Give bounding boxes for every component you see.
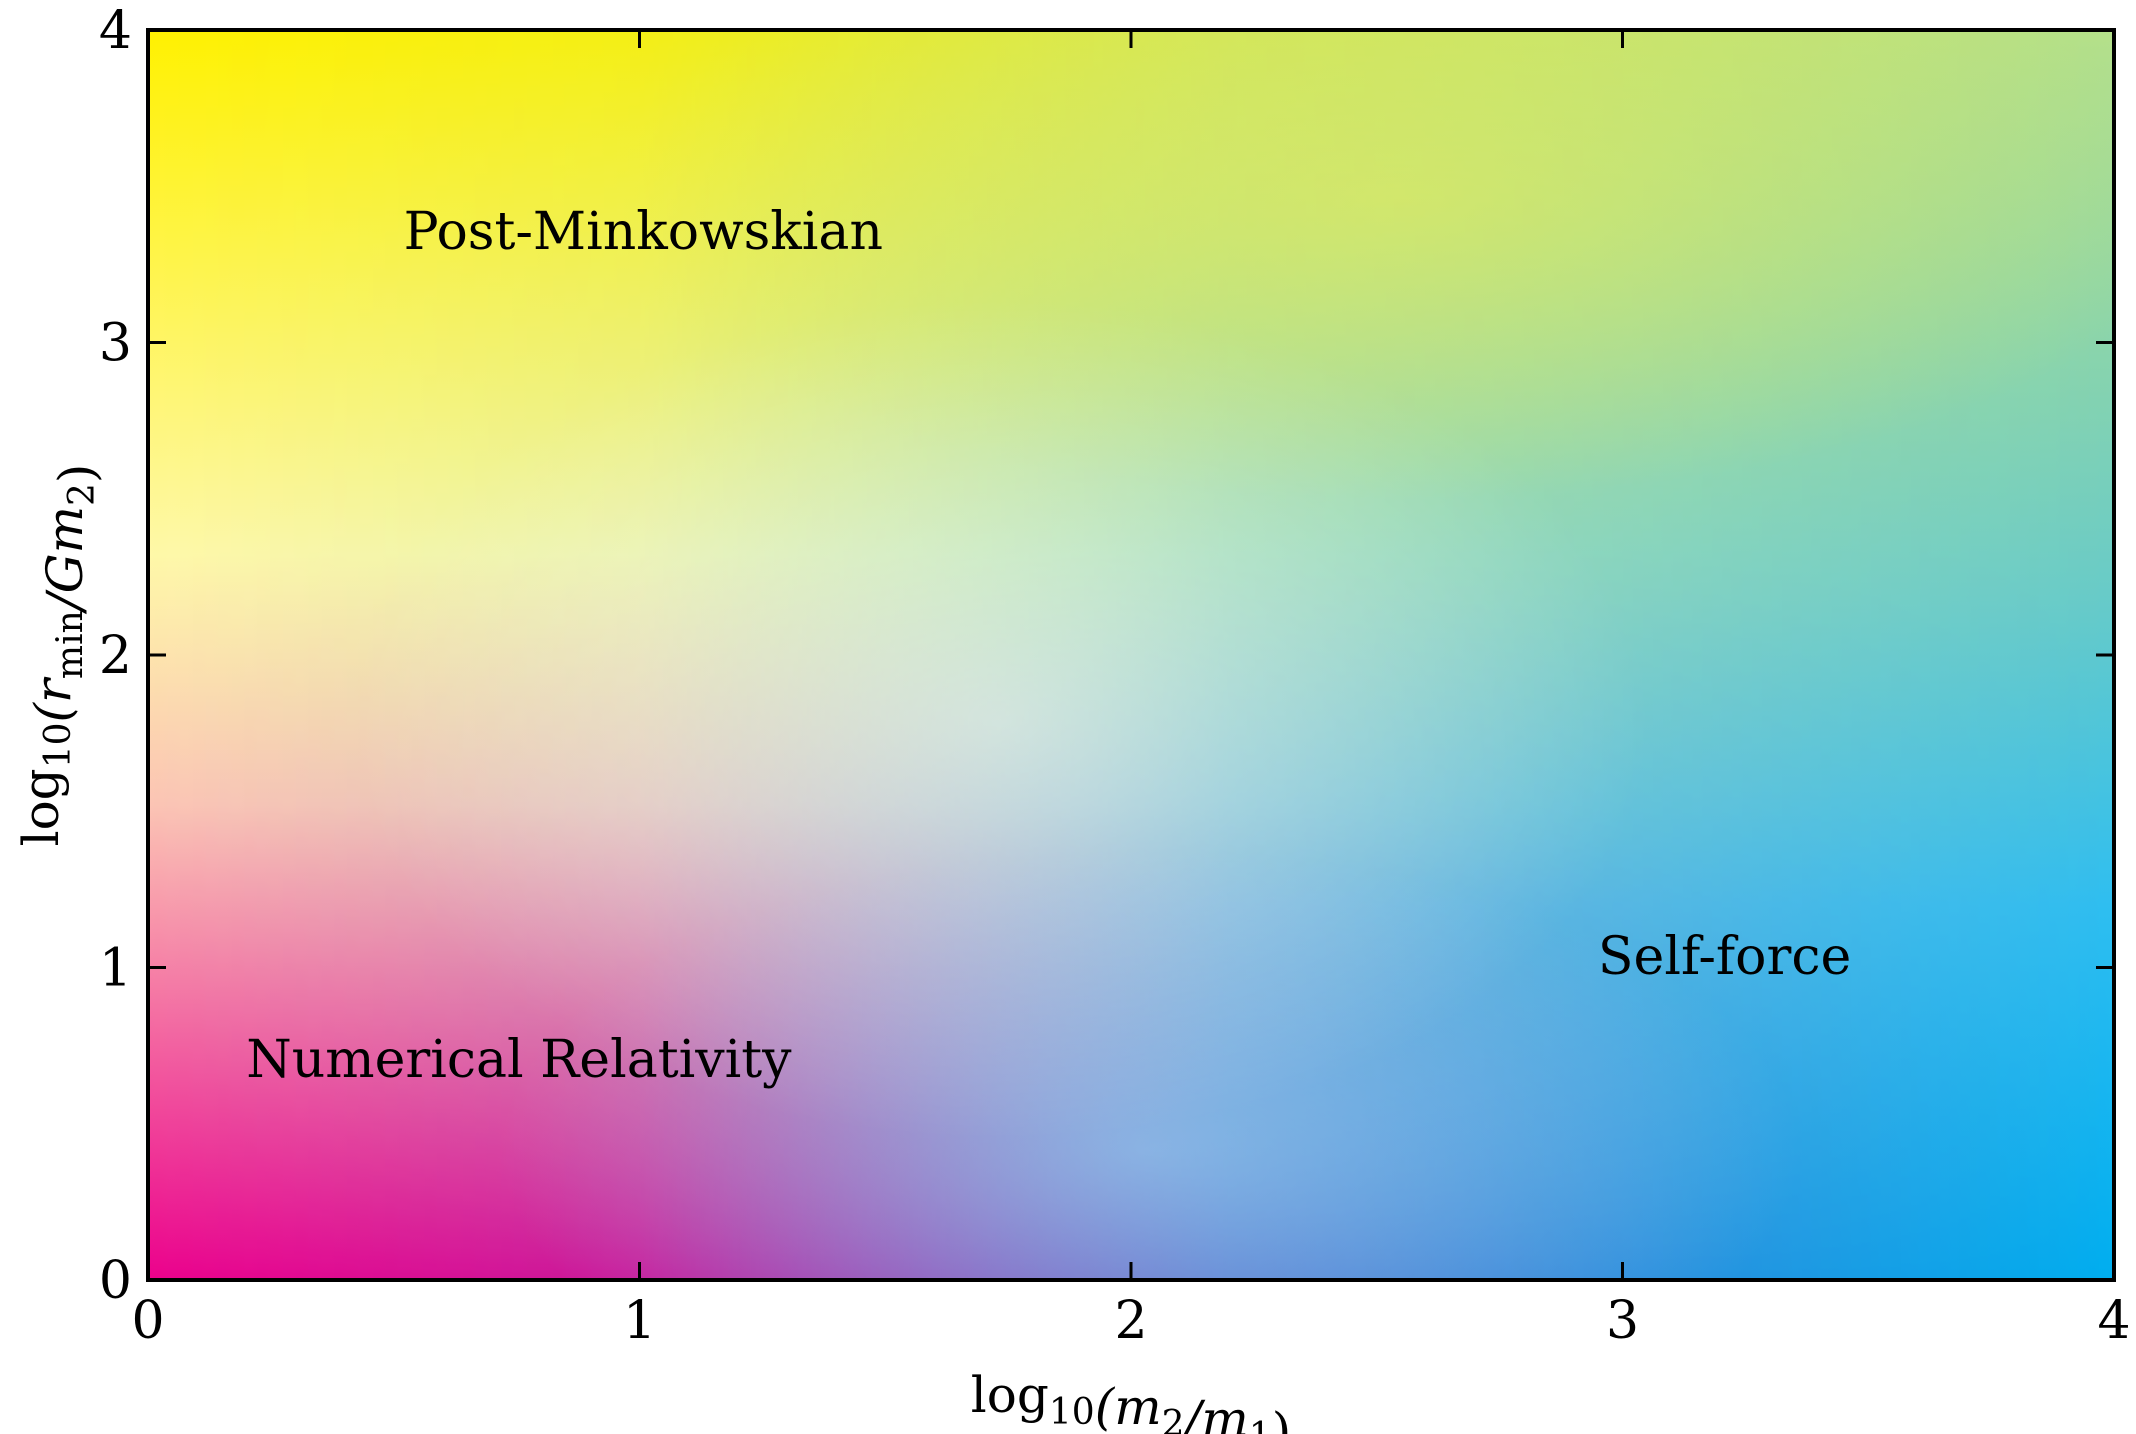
y-axis-label: log10(rmin/Gm2): [12, 464, 106, 847]
region-label: Self-force: [1598, 927, 1851, 987]
heatmap-background: [148, 30, 2114, 1280]
ticks: [146, 28, 2116, 1282]
y-tick-label: 2: [99, 626, 132, 686]
y-tick-label: 3: [99, 314, 132, 374]
tick-labels: 0 1 2 3 4 0 1 2 3 4: [99, 1, 2131, 1351]
x-axis-label: log10(m2/m1): [971, 1366, 1291, 1434]
x-tick-label: 3: [1606, 1291, 1639, 1351]
x-tick-label: 2: [1114, 1291, 1147, 1351]
y-tick-label: 1: [99, 939, 132, 999]
x-tick-label: 4: [2097, 1291, 2130, 1351]
x-tick-label: 0: [131, 1291, 164, 1351]
x-tick-label: 1: [623, 1291, 656, 1351]
y-tick-label: 0: [99, 1251, 132, 1311]
y-tick-label: 4: [99, 1, 132, 61]
region-label: Post-Minkowskian: [404, 202, 883, 262]
region-label: Numerical Relativity: [246, 1030, 792, 1090]
annotations: Post-Minkowskian Numerical Relativity Self…: [246, 202, 1851, 1090]
